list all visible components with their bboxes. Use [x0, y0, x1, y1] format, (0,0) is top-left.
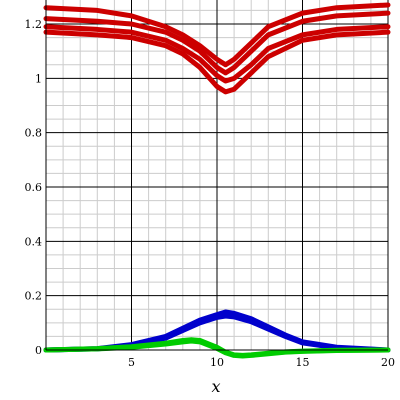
- series-line-red: [43, 2, 391, 68]
- y-tick-label: 0.8: [25, 127, 43, 140]
- axes-layer: [45, 0, 388, 351]
- series-line-red: [43, 24, 391, 84]
- series-line-red: [43, 10, 391, 76]
- y-tick-label: 0.4: [25, 235, 43, 248]
- series-line-red: [43, 29, 391, 95]
- x-tick-label: 15: [296, 356, 310, 369]
- series-layer: [43, 2, 391, 359]
- labels-layer: 5 10 15 20 0 0.2 0.4 0.6 0.8 1 1.2: [25, 18, 396, 369]
- x-tick-label: 5: [128, 356, 135, 369]
- y-tick-label: 0.6: [25, 181, 43, 194]
- major-grid: [46, 0, 389, 350]
- y-tick-label: 1.2: [25, 18, 43, 31]
- x-axis-title: x: [211, 377, 220, 396]
- series-line-green: [43, 338, 391, 359]
- x-tick-label: 20: [381, 356, 395, 369]
- y-tick-label: 0.2: [25, 290, 43, 303]
- y-tick-label: 1: [35, 72, 42, 85]
- y-tick-label: 0: [35, 344, 42, 357]
- x-tick-label: 10: [210, 356, 224, 369]
